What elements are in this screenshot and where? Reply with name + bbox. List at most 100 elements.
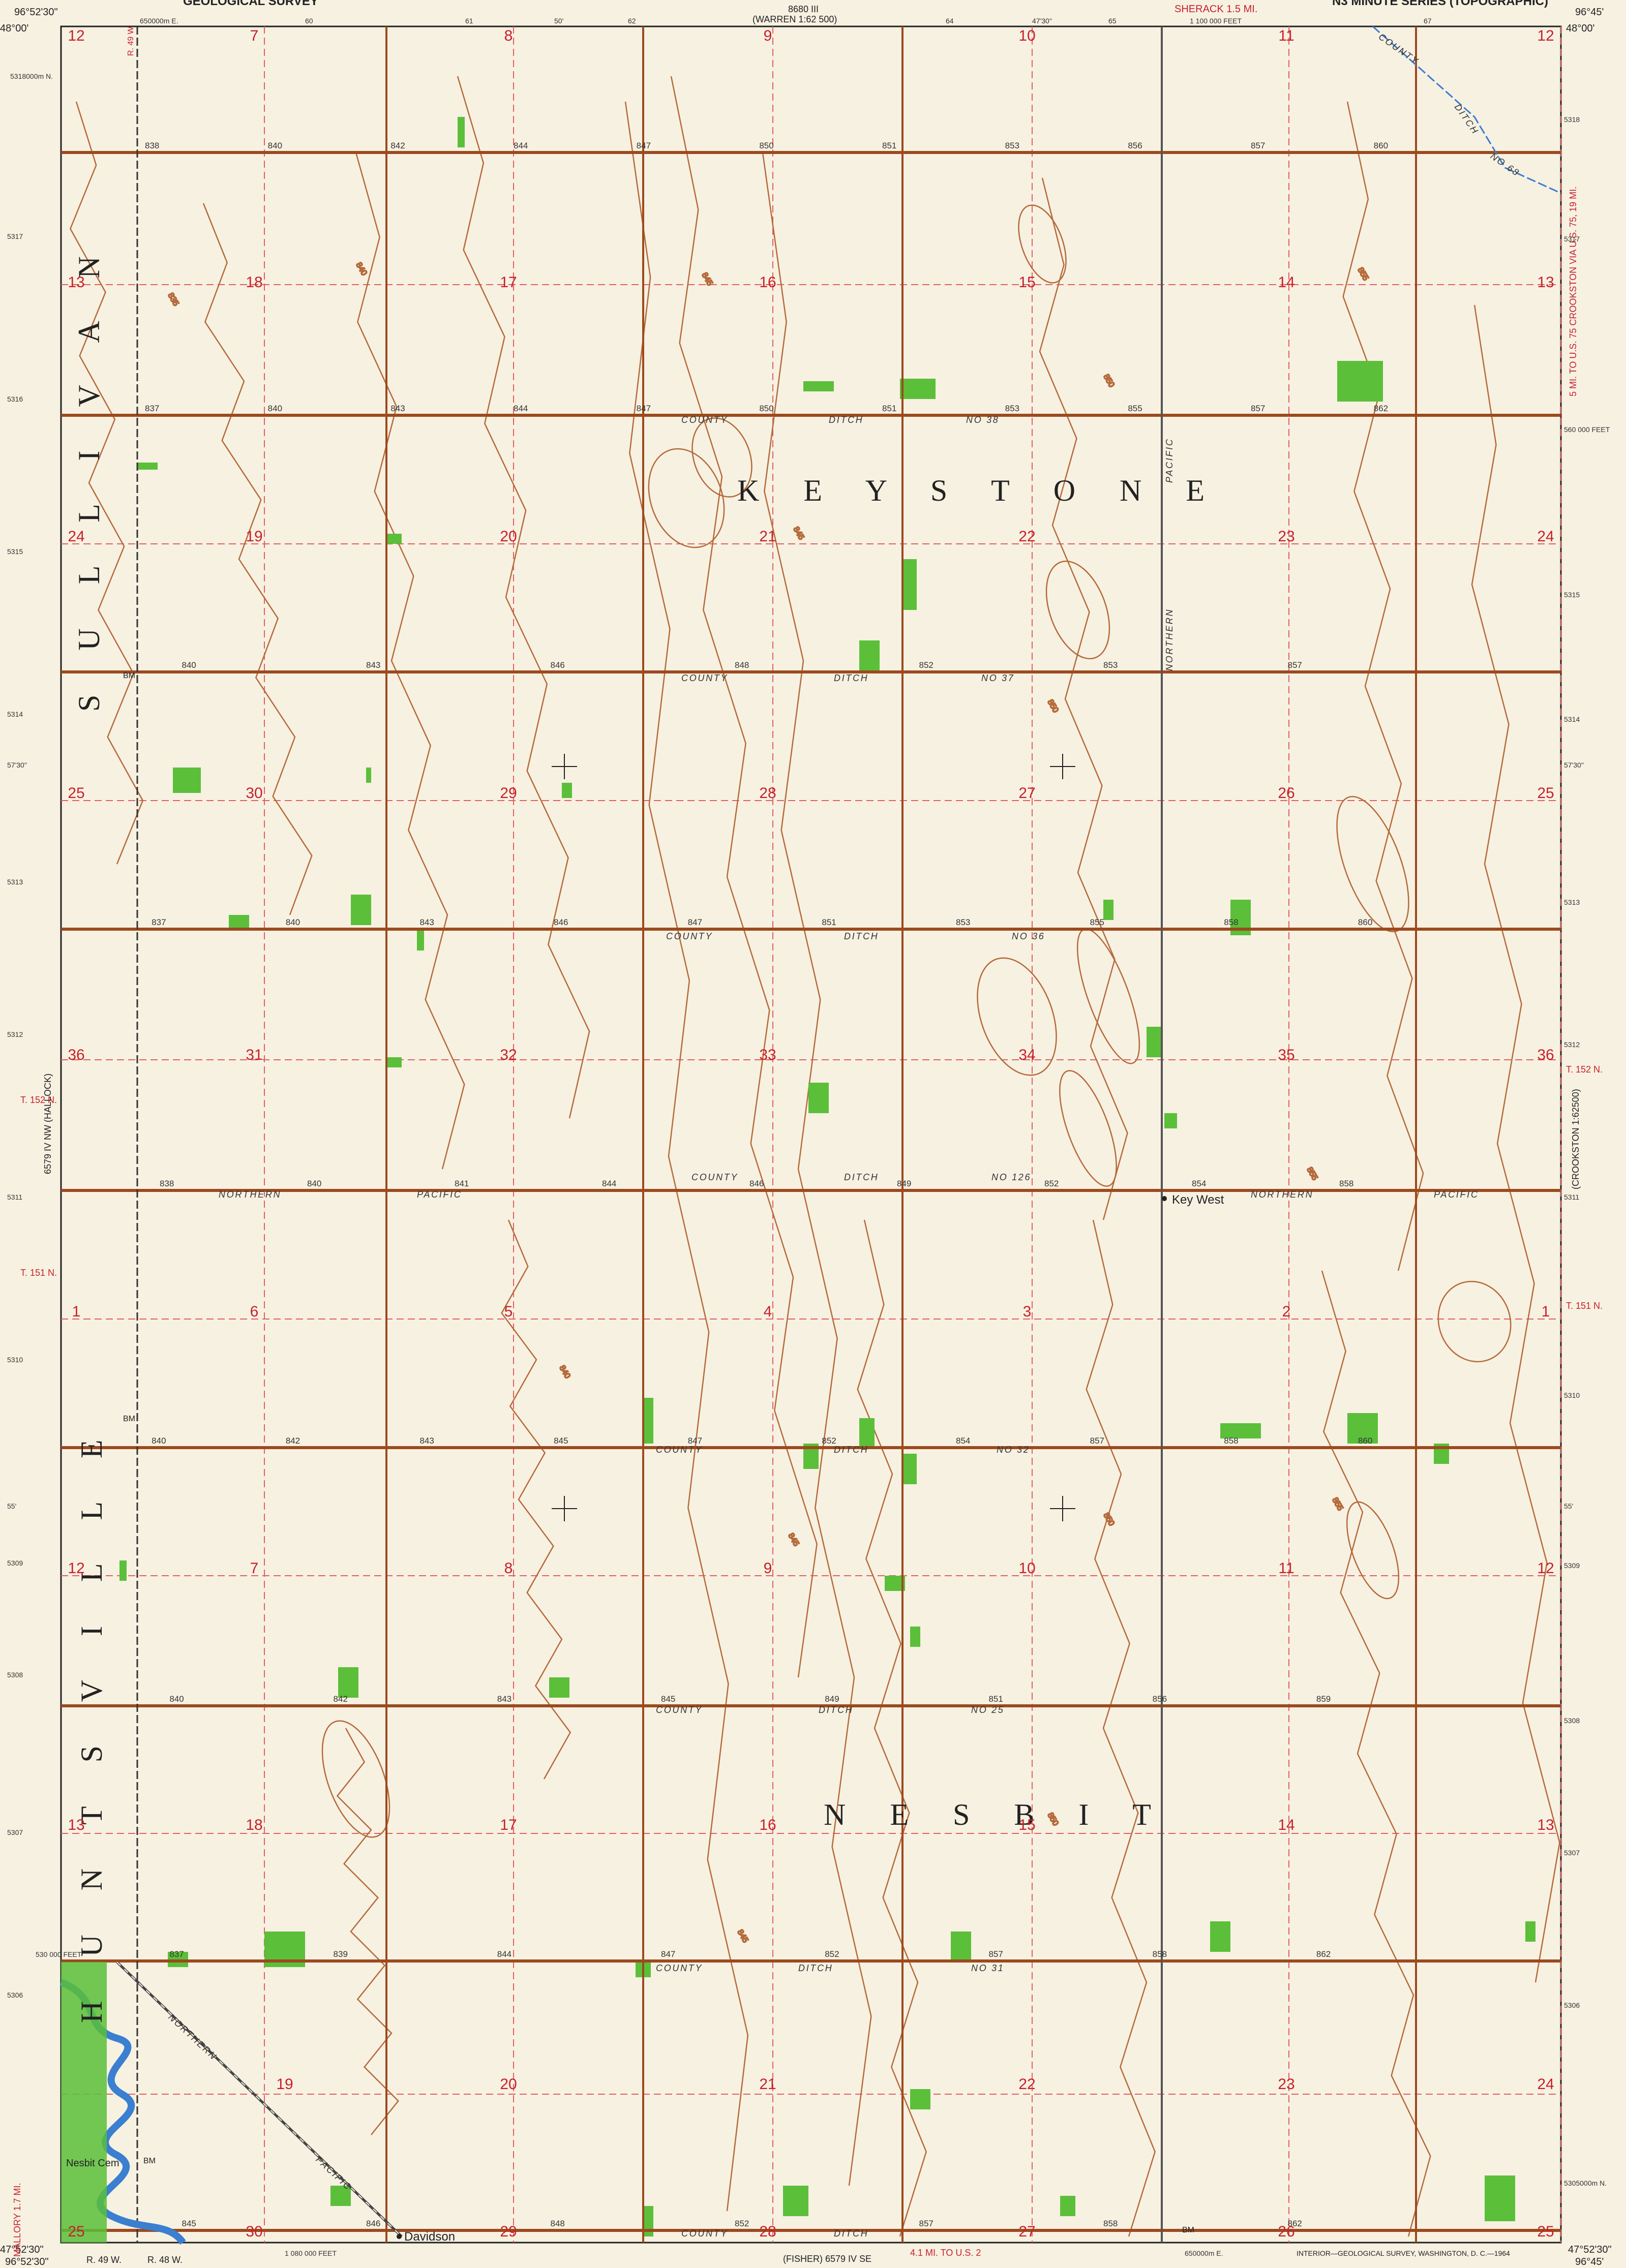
woodland [902, 1454, 917, 1484]
spot-elevation: 847 [688, 1436, 702, 1446]
spot-elevation: 857 [988, 1949, 1003, 1959]
woodland [1147, 1027, 1162, 1057]
left-margin-tick: 5313 [7, 878, 23, 886]
ditch-label-4: DITCH [844, 1172, 879, 1182]
spot-elevation: 840 [182, 660, 196, 670]
contour-loop [691, 417, 752, 498]
bottom-right-lon: 96°45' [1575, 2256, 1604, 2267]
bottom-left-lon: 96°52'30" [5, 2256, 49, 2267]
section-number: 13 [1537, 274, 1554, 291]
section-number: 25 [1537, 2223, 1554, 2240]
mallory-note: MALLORY 1.7 MI. [12, 2183, 22, 2257]
road-network [61, 26, 1561, 2243]
woodland [859, 1418, 875, 1449]
woodland [562, 783, 572, 798]
spot-elevation: 857 [1090, 1436, 1104, 1446]
spot-elevation: 854 [956, 1436, 970, 1446]
t152-left: T. 152 N. [20, 1095, 57, 1105]
range-49: R. 49 W. [127, 25, 135, 56]
top-right-lat: 48°00' [1566, 23, 1594, 34]
right-margin-tick: 55' [1564, 1502, 1573, 1510]
section-number: 1 [1542, 1303, 1550, 1320]
spot-elevation: 848 [735, 660, 749, 670]
contour-loop [1018, 204, 1067, 284]
woodland [1060, 2196, 1075, 2216]
section-number: 35 [1278, 1047, 1294, 1063]
contour-line [624, 101, 749, 2212]
section-number: 5 [504, 1303, 513, 1320]
t151-left: T. 151 N. [20, 1268, 57, 1278]
ditch-label-6: DITCH [819, 1705, 854, 1715]
spot-elevation: 851 [882, 404, 896, 413]
contour-loop [321, 1720, 390, 1838]
spot-elevation: 855 [1128, 404, 1142, 413]
contour-line [202, 203, 313, 915]
section-number: 11 [1278, 1560, 1294, 1577]
contour-line [69, 101, 144, 865]
pacific-vertical: PACIFIC [1164, 438, 1175, 483]
spot-elevation: 845 [661, 1694, 675, 1704]
top-right-lon: 96°45' [1575, 7, 1604, 18]
ditch-no-36: NO 36 [1012, 931, 1045, 941]
graticule-crosses [552, 754, 1075, 1521]
woodland [808, 1083, 829, 1113]
spot-elevation: 849 [897, 1179, 911, 1188]
spot-elevation: 862 [1316, 1949, 1331, 1959]
woodland [386, 1057, 402, 1067]
contour-line [670, 76, 818, 1678]
spot-elevation: 844 [497, 1949, 511, 1959]
right-margin-tick: 5309 [1564, 1561, 1580, 1570]
county-label-1: COUNTY [681, 415, 728, 425]
woodland [783, 2186, 808, 2216]
section-number: 29 [500, 785, 517, 802]
key-west-dot [1162, 1196, 1167, 1201]
left-margin-tick: 57'30" [7, 761, 27, 769]
left-margin-tick: 5316 [7, 395, 23, 403]
spot-elevation: 846 [749, 1179, 764, 1188]
section-number: 4 [764, 1303, 772, 1320]
ditch-no-37: NO 37 [981, 673, 1015, 683]
spot-elevation: 844 [602, 1179, 616, 1188]
woodland [859, 640, 880, 671]
spot-elevation: 858 [1224, 1436, 1238, 1446]
section-number: 19 [246, 528, 262, 545]
township-huntsville: H U N T S V I L L E [75, 1422, 108, 2023]
river-woods [61, 1962, 107, 2243]
township-keystone: K E Y S T O N E [737, 474, 1223, 507]
section-number: 12 [1537, 1560, 1554, 1577]
right-margin-tick: 5317 [1564, 235, 1580, 243]
section-number: 21 [759, 528, 776, 545]
northern-vertical: NORTHERN [1164, 608, 1175, 671]
spot-elevation: 857 [919, 2219, 934, 2228]
top-tick-650000: 650000m E. [140, 17, 178, 25]
left-margin-tick: 5307 [7, 1828, 23, 1836]
woodland [119, 1560, 127, 1581]
section-number: 30 [246, 785, 262, 802]
contour-line [762, 152, 872, 2186]
right-margin-tick: 5313 [1564, 898, 1580, 906]
right-sheet-ref: (CROOKSTON 1:62500) [1571, 1089, 1581, 1189]
section-number: 8 [504, 1560, 513, 1577]
pacific-label-1: PACIFIC [417, 1189, 462, 1200]
spot-elevation: 853 [956, 917, 970, 927]
spot-elevation: 843 [419, 1436, 434, 1446]
bottom-via: 4.1 MI. TO U.S. 2 [910, 2248, 981, 2258]
top-tick-50: 50' [554, 17, 563, 25]
section-number: 7 [250, 1560, 259, 1577]
spot-elevation: 846 [554, 917, 568, 927]
spot-elevation: 857 [1251, 404, 1265, 413]
spot-elevation: 840 [268, 141, 282, 150]
county-ditch-ne [1372, 25, 1561, 194]
contour-loop [1045, 560, 1110, 660]
section-number: 23 [1278, 528, 1294, 545]
spot-elevation: 844 [514, 404, 528, 413]
county-label-6: COUNTY [656, 1705, 703, 1715]
right-margin-tick: 5314 [1564, 715, 1580, 723]
spot-elevation: 852 [919, 660, 934, 670]
contour-loop [1059, 1070, 1117, 1187]
top-tick-60: 60 [305, 17, 313, 25]
section-number: 32 [500, 1047, 517, 1063]
section-number: 7 [250, 27, 259, 44]
section-number: 8 [504, 27, 513, 44]
